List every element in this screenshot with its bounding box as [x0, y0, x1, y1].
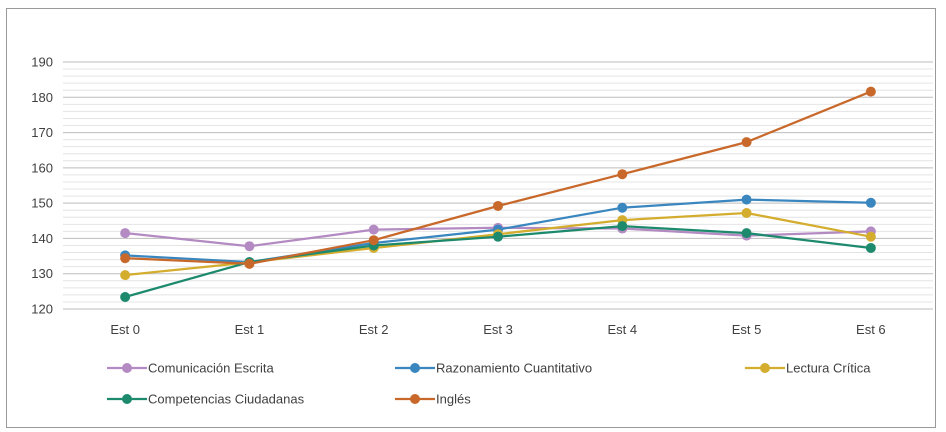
- x-tick-label: Est 0: [110, 322, 140, 337]
- legend-swatch-marker: [122, 363, 132, 373]
- x-tick-label: Est 6: [856, 322, 886, 337]
- x-tick-label: Est 5: [732, 322, 762, 337]
- x-tick-label: Est 3: [483, 322, 513, 337]
- y-tick-label: 160: [31, 160, 53, 175]
- y-tick-label: 120: [31, 302, 53, 317]
- y-tick-label: 190: [31, 55, 53, 70]
- legend-item: Comunicación Escrita: [107, 361, 274, 376]
- data-point: [493, 231, 503, 242]
- data-point: [493, 200, 503, 211]
- line-chart: 120 130 140 150 160 170 180 190 Est 0 Est 1 Est 2…: [31, 55, 933, 407]
- data-point: [120, 228, 131, 239]
- chart-frame: 120 130 140 150 160 170 180 190 Est 0 Est 1 Est 2…: [6, 8, 936, 428]
- data-point: [120, 253, 131, 264]
- data-point: [741, 228, 752, 239]
- legend-label: Lectura Crítica: [786, 361, 871, 376]
- legend-swatch-marker: [760, 363, 770, 373]
- series-4: [120, 86, 876, 269]
- data-point: [741, 208, 752, 219]
- data-point: [617, 169, 628, 180]
- y-tick-label: 180: [31, 90, 53, 105]
- data-point: [120, 270, 131, 281]
- x-axis-ticks: Est 0 Est 1 Est 2 Est 3 Est 4 Est 5 Est 6: [110, 322, 885, 337]
- data-point: [617, 202, 628, 213]
- y-tick-label: 140: [31, 231, 53, 246]
- y-axis-ticks: 120 130 140 150 160 170 180 190: [31, 55, 53, 317]
- data-point: [741, 137, 752, 148]
- legend-label: Inglés: [436, 392, 471, 407]
- gridlines: [63, 61, 933, 310]
- legend-swatch-marker: [410, 363, 420, 373]
- data-point: [865, 242, 876, 253]
- legend-item: Inglés: [395, 392, 471, 407]
- data-point: [368, 224, 379, 235]
- data-point: [617, 221, 628, 232]
- data-point: [244, 258, 255, 269]
- x-tick-label: Est 4: [607, 322, 637, 337]
- legend-label: Razonamiento Cuantitativo: [436, 361, 592, 376]
- legend-swatch-marker: [122, 394, 132, 404]
- legend-label: Comunicación Escrita: [148, 361, 274, 376]
- legend-item: Competencias Ciudadanas: [107, 392, 305, 407]
- data-point: [741, 194, 752, 205]
- legend-item: Razonamiento Cuantitativo: [395, 361, 592, 376]
- y-tick-label: 150: [31, 196, 53, 211]
- x-tick-label: Est 2: [359, 322, 389, 337]
- data-point: [120, 292, 131, 303]
- data-point: [865, 197, 876, 208]
- y-tick-label: 170: [31, 125, 53, 140]
- x-tick-label: Est 1: [235, 322, 265, 337]
- data-point: [865, 86, 876, 97]
- series-lines: [120, 86, 876, 303]
- legend-item: Lectura Crítica: [745, 361, 871, 376]
- legend-swatch-marker: [410, 394, 420, 404]
- y-tick-label: 130: [31, 266, 53, 281]
- data-point: [368, 235, 379, 246]
- data-point: [865, 231, 876, 242]
- data-point: [244, 241, 255, 252]
- legend-label: Competencias Ciudadanas: [148, 392, 305, 407]
- legend: Comunicación Escrita Razonamiento Cuantit…: [107, 361, 871, 407]
